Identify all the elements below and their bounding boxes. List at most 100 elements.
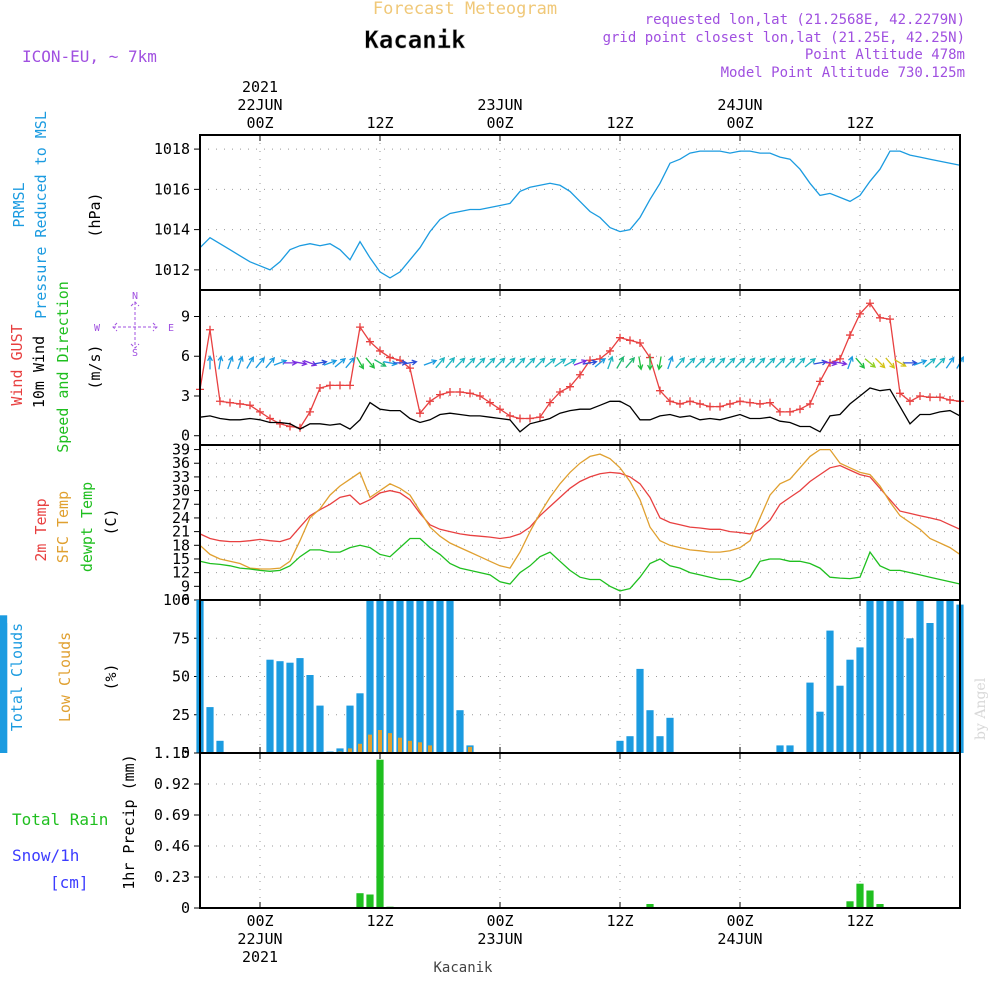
model-altitude: Model Point Altitude 730.125m [721,65,965,81]
label-precip-unit: 1hr Precip (mm) [120,754,138,889]
gust-marker [246,401,254,410]
wind-grid [200,290,960,445]
compass-north: N [132,291,138,302]
wind-arrow [514,357,526,368]
top-time-label: 12Z [606,114,633,132]
gust-marker [566,382,574,391]
label-10m-wind: 10m Wind [30,336,48,408]
low-clouds-bar [388,733,392,753]
wind-arrow [616,356,624,369]
gust-marker [436,390,444,399]
clouds-ytick-label: 75 [172,629,190,647]
wind-arrow [217,355,224,370]
gust-marker [236,399,244,408]
wind-arrow [833,360,848,367]
wind-arrow [423,359,438,366]
gust-marker [916,391,924,400]
top-time-label: 00Z [246,114,273,132]
gust-marker [926,393,934,402]
wind-arrow [573,359,588,366]
total-clouds-bar [916,600,924,753]
wind-ytick-label: 9 [181,307,190,325]
wind-arrow [874,357,886,369]
total-rain-bar [866,890,874,908]
total-clouds-bar [376,600,384,753]
wind-arrow [764,357,776,368]
gust-marker [456,388,464,397]
wind-arrow [903,359,918,366]
gust-marker [326,381,334,390]
clouds-frame [199,599,961,754]
top-time-label: 23JUN [477,96,522,114]
low-clouds-bar [368,734,372,753]
pressure-ytick-label: 1014 [154,221,190,239]
gust-marker [346,381,354,390]
wind-frame [199,289,961,446]
gust-marker [546,398,554,407]
temperature-ytick-label: 24 [172,509,190,527]
bottom-time-label: 00Z [486,912,513,930]
label-snow: Snow/1h [12,846,79,865]
total-rain-bar [376,759,384,908]
wind-arrow [945,356,955,369]
wind-arrow [924,357,937,368]
low-clouds-bar [418,742,422,753]
total-clouds-bar [816,711,824,753]
total-clouds-bar [646,710,654,753]
total-clouds-bar [456,710,464,753]
wind-arrow [647,356,653,371]
gust-marker [666,397,674,406]
gust-marker [706,402,714,411]
total-rain-bar [646,904,654,908]
total-clouds-bar [846,659,854,753]
gust-marker [866,299,874,308]
gust-marker [756,399,764,408]
total-clouds-bar [346,705,354,753]
label-cloud-unit: (%) [102,663,120,690]
point-altitude: Point Altitude 478m [805,47,965,63]
series-line-sfc-temp [199,448,961,570]
wind-arrow [583,359,598,366]
gust-marker [836,354,844,363]
temperature-ytick-label: 9 [181,577,190,595]
total-clouds-bar [406,600,414,753]
wind-arrow [804,357,817,368]
wind-arrow [855,357,866,369]
wind-arrow [445,356,456,369]
gust-marker [226,398,234,407]
panel-clouds: 0 25 50 75 100 [0,591,964,762]
precipitation-ytick-label: 0.23 [154,868,190,886]
compass-south: S [132,348,138,359]
gust-marker [336,381,344,390]
precipitation-ytick-label: 0.46 [154,837,190,855]
gust-marker [936,393,944,402]
precipitation-frame [199,752,961,909]
clouds-ytick-label: 0 [181,744,190,762]
wind-arrow [227,355,234,370]
wind-arrow [913,359,928,366]
gust-marker [626,336,634,345]
gust-marker [496,405,504,414]
gust-marker [466,389,474,398]
gust-marker [406,364,414,373]
wind-arrow [744,357,756,368]
total-clouds-bar [666,717,674,753]
bottom-time-label: 12Z [606,912,633,930]
wind-ytick-label: 0 [181,427,190,445]
temperature-ytick-label: 6 [181,591,190,609]
wind-arrow [255,356,266,369]
total-clouds-bar [296,658,304,753]
gust-marker [876,313,884,322]
panels: 1012101410161018036969121518212427303336… [0,134,964,917]
total-clouds-bar [826,630,834,753]
requested-coords: requested lon,lat (21.2568E, 42.2279N) [645,12,965,28]
temperature-ytick-label: 21 [172,523,190,541]
label-wind-unit: (m/s) [86,344,104,389]
total-clouds-bar [416,600,424,753]
bottom-time-label: 12Z [846,912,873,930]
wind-arrow [714,357,726,368]
temperature-ytick-label: 30 [172,482,190,500]
total-clouds-bar [396,600,404,753]
total-clouds-bar [946,600,954,753]
